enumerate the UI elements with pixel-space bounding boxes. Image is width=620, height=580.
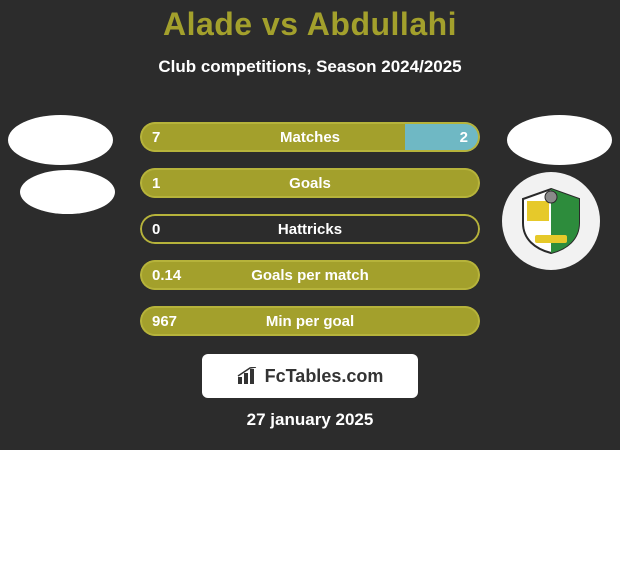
stat-label: Goals per match [140, 260, 480, 290]
comparison-card: Alade vs Abdullahi Club competitions, Se… [0, 0, 620, 450]
stat-label: Goals [140, 168, 480, 198]
bars-icon [237, 367, 259, 385]
club-crest-icon [515, 185, 587, 257]
player-left-avatar-1 [8, 115, 113, 165]
stat-row: 0.14Goals per match [140, 260, 480, 290]
club-badge-right [502, 172, 600, 270]
player-left-avatar-2 [20, 170, 115, 214]
page-subtitle: Club competitions, Season 2024/2025 [0, 57, 620, 77]
date-text: 27 january 2025 [0, 410, 620, 430]
stat-label: Hattricks [140, 214, 480, 244]
stat-row: 0Hattricks [140, 214, 480, 244]
player-right-avatar [507, 115, 612, 165]
stat-row: 1Goals [140, 168, 480, 198]
stat-label: Matches [140, 122, 480, 152]
page-title: Alade vs Abdullahi [0, 6, 620, 43]
brand-badge: FcTables.com [202, 354, 418, 398]
stat-rows: 7Matches2 1Goals 0Hattricks 0.14Goals per m… [140, 122, 480, 352]
stat-row: 967Min per goal [140, 306, 480, 336]
stat-label: Min per goal [140, 306, 480, 336]
stat-row: 7Matches2 [140, 122, 480, 152]
stat-right-value: 2 [460, 122, 468, 152]
brand-text: FcTables.com [265, 366, 384, 387]
